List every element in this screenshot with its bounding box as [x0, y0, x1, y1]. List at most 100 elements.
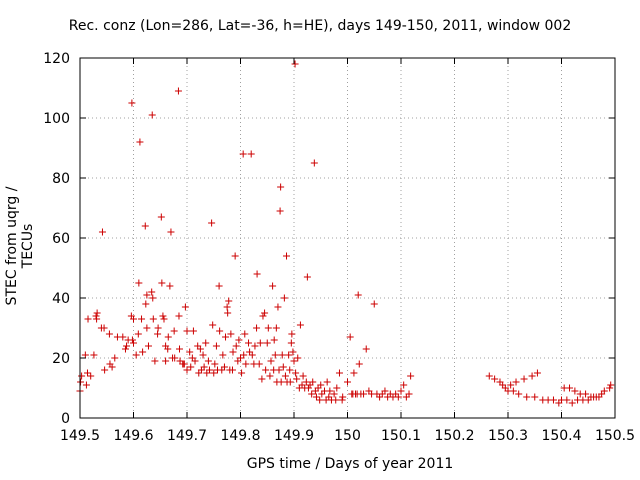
data-point [162, 357, 170, 365]
data-point [216, 327, 224, 335]
data-point [111, 354, 119, 362]
data-point [121, 345, 129, 353]
x-tick-label: 150.3 [488, 428, 528, 444]
data-point [309, 378, 317, 386]
data-point [171, 354, 179, 362]
data-point [139, 348, 147, 356]
data-point [186, 348, 194, 356]
data-point [354, 291, 362, 299]
x-tick-label: 149.7 [167, 428, 207, 444]
data-point [200, 363, 208, 371]
data-point [277, 378, 285, 386]
data-point [141, 222, 149, 230]
data-point [333, 384, 341, 392]
data-point [335, 369, 343, 377]
data-point [281, 372, 289, 380]
data-point [316, 396, 324, 404]
data-point [255, 360, 263, 368]
data-point [128, 99, 136, 107]
data-point [263, 339, 271, 347]
data-point [582, 390, 590, 398]
data-point [293, 375, 301, 383]
data-point [237, 354, 244, 362]
data-point [101, 366, 109, 374]
data-point [346, 333, 354, 341]
data-point [264, 324, 272, 332]
data-point [151, 357, 159, 365]
data-point [240, 351, 248, 359]
data-point [247, 150, 255, 158]
y-tick-label: 60 [52, 231, 70, 247]
data-point [77, 378, 85, 386]
x-tick-label: 150.1 [381, 428, 421, 444]
data-point [303, 273, 311, 281]
data-point [276, 207, 284, 215]
data-point [132, 351, 140, 359]
x-tick-label: 149.8 [220, 428, 260, 444]
data-point [286, 378, 294, 386]
data-point [143, 291, 151, 299]
x-axis-label: GPS time / Days of year 2011 [246, 456, 454, 472]
data-point [407, 372, 415, 380]
data-point [261, 309, 269, 317]
data-point [491, 375, 499, 383]
data-point [160, 315, 168, 323]
data-point [157, 213, 165, 221]
data-point [397, 387, 405, 395]
data-point [149, 294, 157, 302]
data-point [512, 378, 520, 386]
data-point [296, 321, 304, 329]
data-point [212, 342, 220, 350]
data-point [291, 60, 299, 68]
data-point [279, 363, 287, 371]
axis-ticks: 149.5 149.6 149.7 149.8 149.9 150 150.1 150.2 15… [43, 51, 635, 444]
data-point [174, 87, 182, 95]
data-point [259, 312, 267, 320]
data-point [84, 315, 92, 323]
data-point [370, 300, 378, 308]
y-tick-label: 120 [43, 51, 70, 67]
data-point [222, 333, 230, 341]
data-point [219, 351, 227, 359]
data-point [90, 351, 98, 359]
data-point [220, 363, 228, 371]
data-point [571, 387, 579, 395]
data-point [128, 336, 136, 344]
data-point [144, 342, 152, 350]
data-point [509, 387, 517, 395]
data-point [332, 396, 340, 404]
data-point [170, 327, 178, 335]
data-point [267, 357, 275, 365]
data-point [272, 324, 280, 332]
x-tick-label: 150.4 [541, 428, 581, 444]
data-point [238, 369, 246, 377]
data-point [253, 324, 261, 332]
data-point [135, 279, 143, 287]
data-point [142, 300, 150, 308]
data-point [189, 327, 197, 335]
data-point [175, 312, 183, 320]
data-point [225, 297, 233, 305]
x-tick-label: 150.2 [434, 428, 474, 444]
data-point [362, 345, 370, 353]
data-point [239, 150, 247, 158]
data-point [123, 342, 131, 350]
data-point [271, 351, 279, 359]
data-point [235, 336, 243, 344]
data-point [232, 342, 240, 350]
data-point [531, 393, 539, 401]
data-point [241, 330, 249, 338]
chart-title: Rec. conz (Lon=286, Lat=-36, h=HE), days… [68, 18, 572, 34]
data-point [143, 324, 151, 332]
data-point [607, 381, 615, 389]
data-point [381, 387, 389, 395]
data-point [285, 351, 293, 359]
x-tick-label: 149.6 [113, 428, 153, 444]
data-point [290, 357, 298, 365]
data-point [286, 366, 294, 374]
data-point [164, 333, 172, 341]
data-point [600, 387, 608, 395]
data-point [394, 393, 402, 401]
data-point [269, 282, 277, 290]
